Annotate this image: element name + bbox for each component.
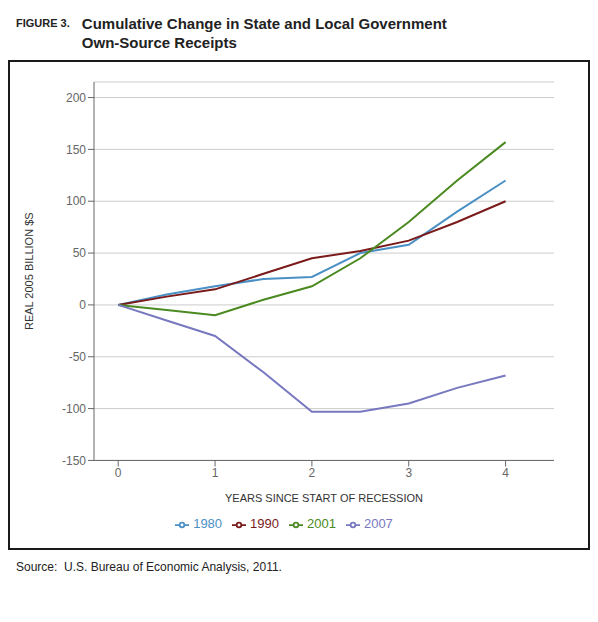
html-text:Cumulative Change in State and: Cumulative Change in State and Local Gov…: [81, 15, 447, 32]
svg-text:1: 1: [212, 466, 219, 480]
svg-text:0: 0: [79, 298, 86, 312]
svg-text:3: 3: [405, 466, 412, 480]
svg-text:50: 50: [73, 246, 87, 260]
svg-text:0: 0: [115, 466, 122, 480]
svg-text:100: 100: [66, 194, 86, 208]
html-text:1990: 1990: [250, 516, 279, 532]
html-text:Source: U.S. Bureau of Economi: Source: U.S. Bureau of Economic Analysis…: [16, 560, 282, 574]
svg-text:-100: -100: [62, 402, 86, 416]
svg-text:4: 4: [502, 466, 509, 480]
html-text:2007: 2007: [363, 516, 393, 532]
svg-text:-150: -150: [62, 454, 86, 468]
svg-text:200: 200: [66, 91, 86, 105]
svg-text:REAL 2005 BILLION $S: REAL 2005 BILLION $S: [23, 212, 35, 330]
html-text:FIGURE 3.: FIGURE 3.: [16, 17, 70, 29]
svg-text:YEARS SINCE START OF RECESSION: YEARS SINCE START OF RECESSION: [225, 492, 423, 504]
svg-text:-50: -50: [69, 350, 87, 364]
html-text:1980: 1980: [193, 516, 223, 532]
html-text:2001: 2001: [307, 516, 336, 532]
html-text:Own-Source Receipts: Own-Source Receipts: [81, 34, 237, 51]
svg-text:2: 2: [309, 466, 316, 480]
svg-text:150: 150: [66, 143, 86, 157]
